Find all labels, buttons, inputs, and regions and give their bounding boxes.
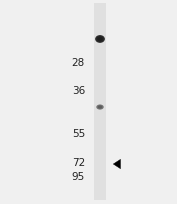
Text: 95: 95 <box>72 172 85 181</box>
Ellipse shape <box>98 106 102 109</box>
Bar <box>94 4 106 200</box>
Ellipse shape <box>96 105 104 110</box>
Polygon shape <box>113 160 121 169</box>
Ellipse shape <box>97 37 103 42</box>
Text: 36: 36 <box>72 86 85 96</box>
Ellipse shape <box>98 38 102 41</box>
Text: 28: 28 <box>72 57 85 67</box>
Text: 72: 72 <box>72 157 85 167</box>
Text: 55: 55 <box>72 129 85 139</box>
Ellipse shape <box>95 36 105 44</box>
